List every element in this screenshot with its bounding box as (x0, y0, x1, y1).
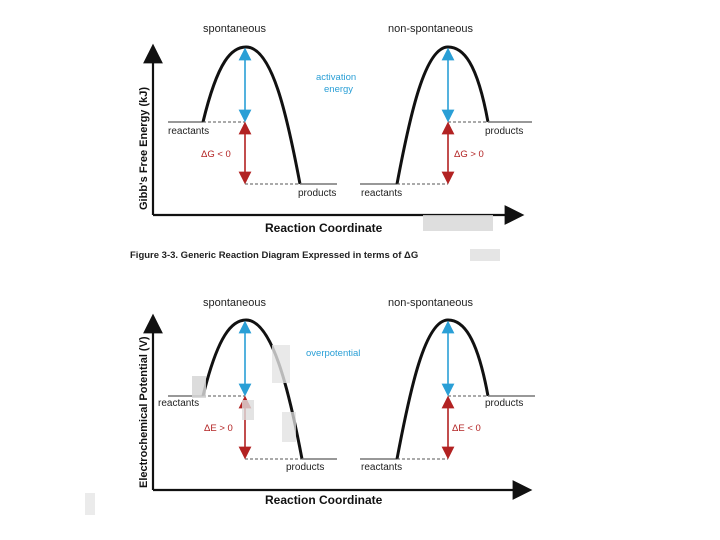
scan-smudge (423, 215, 493, 231)
left-reactants-label: reactants (158, 398, 199, 409)
overpotential-label: overpotential (306, 348, 360, 359)
y-axis-label: Electrochemical Potential (V) (138, 336, 150, 488)
scan-smudge (192, 376, 206, 398)
right-delta-label: ΔG > 0 (454, 149, 484, 160)
x-axis-label: Reaction Coordinate (265, 221, 383, 235)
right-reactants-label: reactants (361, 188, 402, 199)
y-axis-label: Gibb's Free Energy (kJ) (138, 87, 150, 210)
scan-smudge (272, 345, 290, 383)
left-reactants-label: reactants (168, 126, 209, 137)
electrochemical-diagram: Electrochemical Potential (V) Reaction C… (85, 297, 535, 515)
right-products-label: products (485, 398, 523, 409)
left-products-label: products (298, 188, 336, 199)
gibbs-diagram: Gibb's Free Energy (kJ) Reaction Coordin… (138, 23, 532, 261)
activation-energy-line1: activation (316, 72, 356, 83)
activation-energy-line2: energy (324, 84, 353, 95)
left-delta-label: ΔG < 0 (201, 149, 231, 160)
figure-caption: Figure 3-3. Generic Reaction Diagram Exp… (130, 250, 418, 261)
x-axis-label: Reaction Coordinate (265, 493, 383, 507)
right-products-label: products (485, 126, 523, 137)
left-header: spontaneous (203, 297, 266, 309)
right-header: non-spontaneous (388, 23, 474, 35)
right-reactants-label: reactants (361, 462, 402, 473)
right-energy-curve (395, 318, 490, 460)
left-energy-curve (201, 45, 302, 185)
scan-smudge (85, 493, 95, 515)
right-header: non-spontaneous (388, 297, 474, 309)
right-delta-label: ΔE < 0 (452, 423, 481, 434)
right-energy-curve (395, 45, 490, 185)
scan-smudge (470, 249, 500, 261)
scan-smudge (242, 400, 254, 420)
left-header: spontaneous (203, 23, 266, 35)
left-products-label: products (286, 462, 324, 473)
scan-smudge (282, 412, 296, 442)
left-delta-label: ΔE > 0 (204, 423, 233, 434)
